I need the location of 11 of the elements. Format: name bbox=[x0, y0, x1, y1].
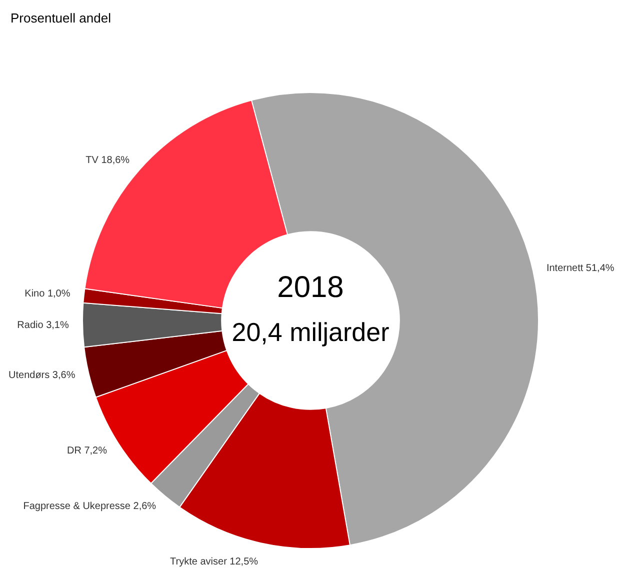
text: 2018 bbox=[277, 270, 344, 304]
chart-title: Prosentuell andel bbox=[10, 10, 112, 26]
slice-label: Kino 1,0% bbox=[24, 288, 70, 300]
slice-label: DR 7,2% bbox=[66, 445, 108, 456]
slice-label: Utendørs 3,6% bbox=[8, 370, 76, 382]
slice-label: TV 18,6% bbox=[86, 154, 130, 166]
text: 20,4 miljarder bbox=[232, 316, 390, 347]
slice-label: Trykte aviser 12,5% bbox=[170, 556, 258, 568]
slice-label: Radio 3,1% bbox=[17, 320, 69, 331]
slice-label: Internett 51,4% bbox=[546, 262, 614, 274]
slice-label: Fagpresse & Ukepresse 2,6% bbox=[23, 500, 156, 512]
